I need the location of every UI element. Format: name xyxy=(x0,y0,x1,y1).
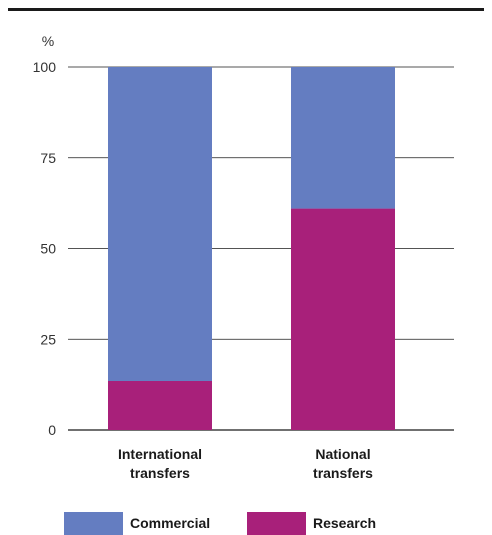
legend-swatch-commercial xyxy=(64,512,123,535)
x-category-label-line: transfers xyxy=(130,465,190,481)
x-category-label-line: transfers xyxy=(313,465,373,481)
y-axis-unit-label: % xyxy=(42,33,54,49)
bar-segment-research xyxy=(108,380,212,430)
legend-label-research: Research xyxy=(313,515,376,531)
top-rule xyxy=(8,8,484,11)
legend: Commercial Research xyxy=(64,512,376,535)
bar-segment-commercial xyxy=(291,67,395,209)
x-category-label-line: International xyxy=(118,446,202,462)
y-tick-label: 75 xyxy=(40,150,56,166)
bars xyxy=(108,67,395,430)
legend-swatch-research xyxy=(247,512,306,535)
legend-label-commercial: Commercial xyxy=(130,515,210,531)
x-axis-category-labels: International transfers National transfers xyxy=(118,446,373,481)
bar-segment-commercial xyxy=(108,67,212,381)
y-tick-label: 25 xyxy=(40,331,56,347)
x-category-label: International transfers xyxy=(118,446,202,481)
x-category-label-line: National xyxy=(315,446,370,462)
x-category-label: National transfers xyxy=(313,446,373,481)
y-tick-label: 100 xyxy=(33,59,57,75)
y-tick-label: 0 xyxy=(48,422,56,438)
y-tick-label: 50 xyxy=(40,241,56,257)
y-axis-tick-labels: 0 25 50 75 100 xyxy=(33,59,57,438)
bar-segment-research xyxy=(291,208,395,430)
